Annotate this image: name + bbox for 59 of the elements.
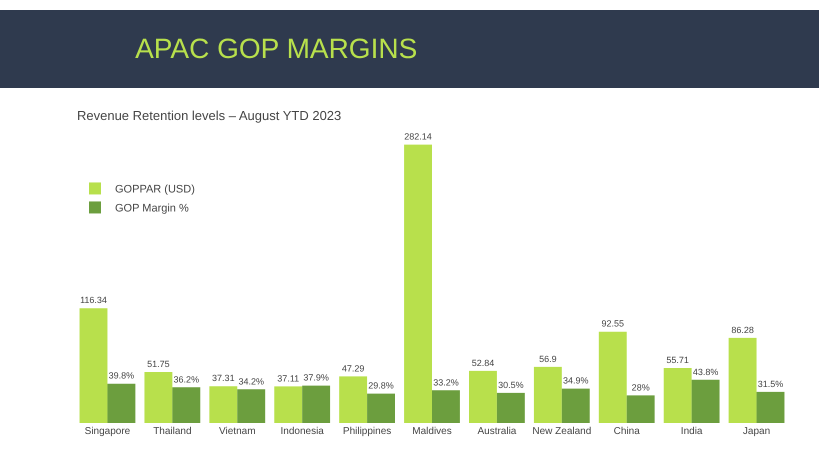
bar <box>469 370 497 423</box>
bar <box>172 387 200 423</box>
data-label: 39.8% <box>108 370 134 381</box>
bar <box>692 380 720 423</box>
bar <box>432 390 460 423</box>
chart-title: APAC GOP MARGINS <box>135 32 418 64</box>
data-label: 55.71 <box>666 355 689 366</box>
data-label: 52.84 <box>472 358 494 368</box>
x-tick-label: Vietnam <box>219 426 256 437</box>
chart-subtitle: Revenue Retention levels – August YTD 2023 <box>77 108 342 123</box>
bar <box>144 372 172 423</box>
bar <box>209 386 238 423</box>
bar <box>496 392 525 423</box>
data-label: 37.11 <box>277 373 300 384</box>
data-label: 34.2% <box>238 376 264 386</box>
data-label: 43.8% <box>692 366 718 377</box>
bar <box>339 376 368 423</box>
bar <box>534 366 562 423</box>
x-tick-label: China <box>614 426 640 437</box>
x-tick-label: Singapore <box>84 426 131 437</box>
x-tick-label: Indonesia <box>280 426 324 437</box>
bar <box>728 338 757 423</box>
data-label: 36.2% <box>174 374 200 384</box>
bar <box>562 388 590 423</box>
data-label: 33.2% <box>433 377 459 388</box>
bar <box>80 308 108 423</box>
bar <box>756 392 784 423</box>
bar <box>664 368 692 423</box>
data-label: 30.5% <box>498 380 524 390</box>
data-label: 51.75 <box>147 358 170 369</box>
bar <box>626 395 655 423</box>
x-tick-label: Japan <box>742 426 770 437</box>
data-label: 29.8% <box>368 380 394 391</box>
x-tick-label: New Zealand <box>532 426 592 437</box>
data-label: 37.31 <box>212 373 235 384</box>
bar <box>302 386 330 423</box>
x-tick-label: Thailand <box>153 426 192 437</box>
data-label: 34.9% <box>563 376 589 386</box>
bar <box>274 386 302 423</box>
x-tick-label: Australia <box>477 426 517 437</box>
data-label: 282.14 <box>404 132 432 142</box>
x-tick-label: Maldives <box>412 426 452 437</box>
legend-label: GOP Margin % <box>115 202 189 215</box>
bar <box>107 384 136 423</box>
data-label: 37.9% <box>303 372 329 383</box>
data-label: 116.34 <box>80 295 107 306</box>
data-label: 47.29 <box>342 363 364 374</box>
x-tick-label: India <box>680 426 703 437</box>
data-label: 28% <box>632 382 650 392</box>
data-label: 56.9 <box>539 354 557 364</box>
bar <box>598 332 627 423</box>
data-label: 92.55 <box>602 318 624 329</box>
data-label: 86.28 <box>731 324 754 335</box>
bar <box>367 394 395 423</box>
x-tick-label: Philippines <box>342 426 392 437</box>
bar <box>404 144 432 423</box>
data-label: 31.5% <box>758 378 784 389</box>
legend-label: GOPPAR (USD) <box>115 184 195 196</box>
bar <box>237 389 266 423</box>
